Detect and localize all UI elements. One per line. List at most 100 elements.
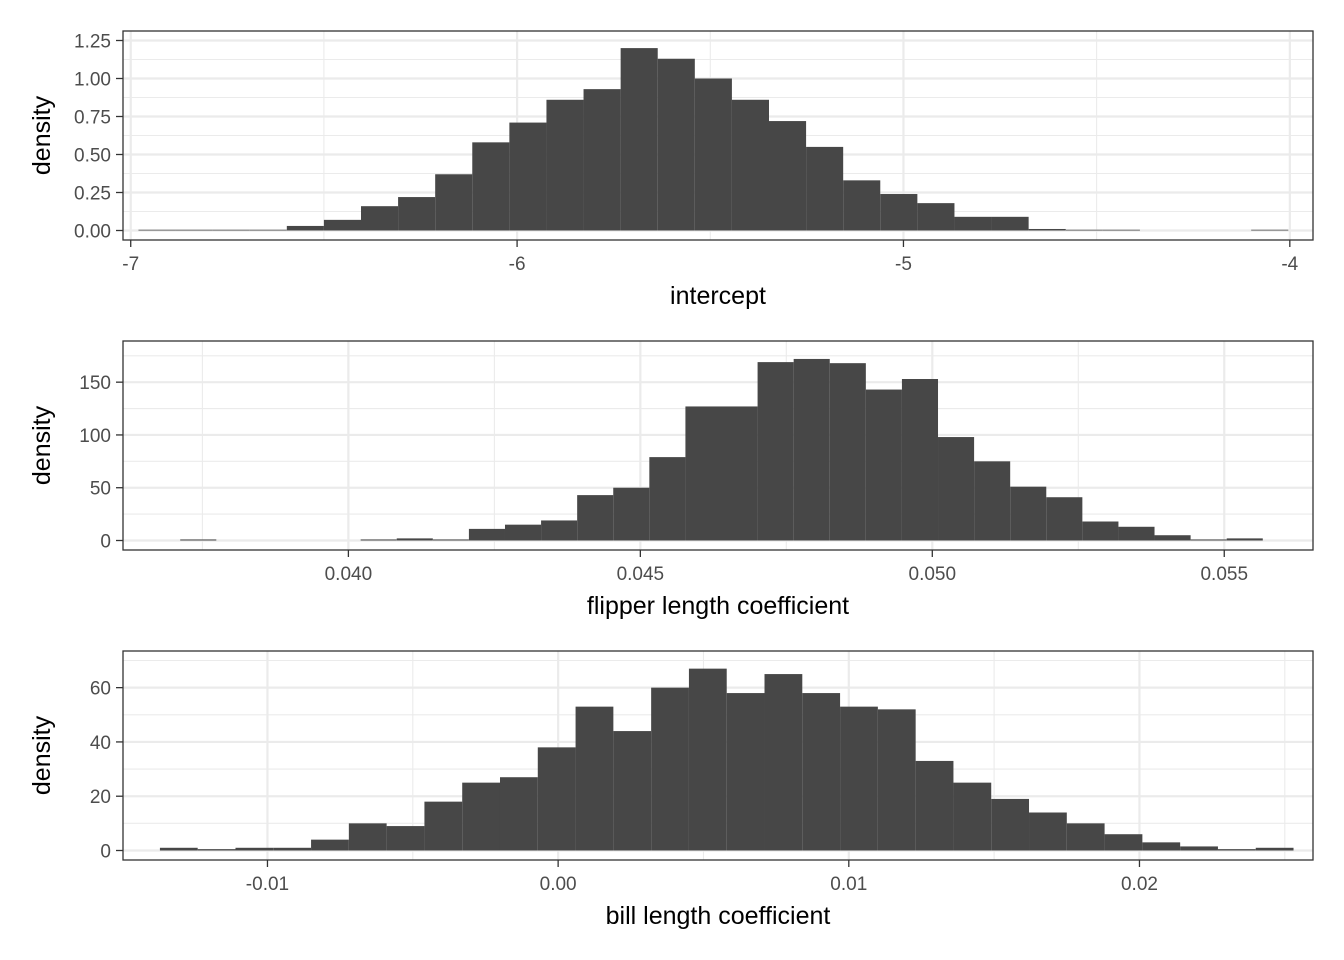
histogram-bar [360,539,397,541]
histogram-bar [468,528,505,541]
histogram-bar [694,78,732,231]
y-axis-title: density [28,95,56,175]
histogram-bar [991,798,1030,851]
histogram-bar [806,146,844,231]
chart-panel-3: -0.01 0.00 0.01 0.02 0 20 40 60 bill length coef… [28,650,1314,930]
histogram-bar [974,461,1011,541]
y-tick-label: 100 [79,426,111,447]
x-axis-title: intercept [670,282,766,310]
histogram-bar [649,457,686,541]
histogram-bar [546,99,584,231]
y-tick-label: 0 [100,532,111,553]
histogram-bar [917,203,955,231]
panel-border [122,340,1314,551]
histogram-bar [432,539,469,541]
histogram-bar [1180,846,1218,851]
histogram-bar [1028,228,1066,231]
panel-border [122,30,1314,241]
histogram-bar [991,216,1029,231]
histogram-bar [159,847,198,851]
histogram-bar [583,89,621,231]
x-tick-label: 0.040 [325,564,373,585]
histogram-bar [865,389,902,541]
histogram-bar [1010,486,1047,541]
y-tick-label: 0.25 [74,184,111,205]
histogram-bar [688,668,727,851]
histogram-bar [138,229,176,231]
y-tick-label: 0 [100,842,111,863]
histogram-bar [396,538,433,541]
histogram-bar [651,687,689,851]
y-tick-label: 0.50 [74,146,111,167]
x-tick-label: 0.055 [1200,564,1248,585]
histogram-bar [499,777,538,851]
histogram-bar [197,849,236,851]
y-tick-label: 20 [90,787,111,808]
histogram-bar [1104,834,1143,851]
histogram-bar [901,379,939,541]
histogram-bar [620,48,658,231]
histogram-bar [180,539,217,541]
panel-border [122,650,1314,861]
x-tick-label: -4 [1281,254,1298,275]
histogram-bar [731,99,769,231]
histogram-bar [348,823,387,851]
histogram-bar [273,847,312,851]
histogram-bar [840,706,878,851]
histogram-bar [1066,823,1105,851]
y-tick-label: 40 [90,733,111,754]
histogram-bar [1154,535,1191,541]
histogram-bar [764,674,803,851]
y-tick-label: 60 [90,679,111,700]
x-tick-label: -7 [122,254,139,275]
x-tick-label: 0.045 [617,564,665,585]
histogram-bar [843,180,881,231]
histogram-bar [323,219,361,231]
x-tick-label: 0.050 [909,564,957,585]
histogram-bar [462,782,500,851]
y-tick-label: 150 [79,373,111,394]
histogram-bar [286,225,324,231]
histogram-bar [311,839,349,851]
histogram-bar [938,437,975,541]
chart-panel-1: -7 -6 -5 -4 0.00 0.25 0.50 0.75 1.00 1.25 intercep… [28,30,1314,310]
y-axis-title: density [28,405,56,485]
histogram-bar [1217,849,1256,851]
histogram-bar [212,229,250,231]
histogram-bar [1029,812,1067,851]
histogram-bar [1082,521,1119,541]
x-tick-label: -5 [895,254,912,275]
histogram-bar [1102,229,1140,231]
x-tick-label: 0.00 [540,874,577,895]
histogram-bar [880,194,918,231]
y-tick-label: 0.00 [74,222,111,243]
histogram-bar [361,206,399,231]
histogram-bar [1251,229,1289,231]
histogram-bar [398,197,436,231]
histogram-bar [424,801,463,851]
x-tick-label: 0.01 [830,874,867,895]
histogram-bar [537,747,576,851]
histogram-bar [657,58,695,231]
histogram-bar [1226,538,1263,541]
histogram-bar [721,406,758,541]
histogram-bar [1118,526,1155,541]
histogram-bar [249,229,287,231]
x-tick-label: -0.01 [246,874,289,895]
histogram-bar [877,709,916,851]
y-tick-label: 0.75 [74,108,111,129]
histogram-bar [386,826,425,851]
histogram-bar [541,520,578,541]
histogram-bar [953,782,992,851]
y-tick-label: 50 [90,479,111,500]
histogram-bar [829,363,866,541]
histogram-bar [1142,842,1181,851]
histogram-bar [1190,539,1227,541]
histogram-bar [1046,497,1083,541]
x-tick-label: -6 [509,254,526,275]
histogram-bar [613,731,652,851]
histogram-bar [472,142,510,231]
histogram-bar [757,362,794,541]
histogram-bar [769,121,807,231]
